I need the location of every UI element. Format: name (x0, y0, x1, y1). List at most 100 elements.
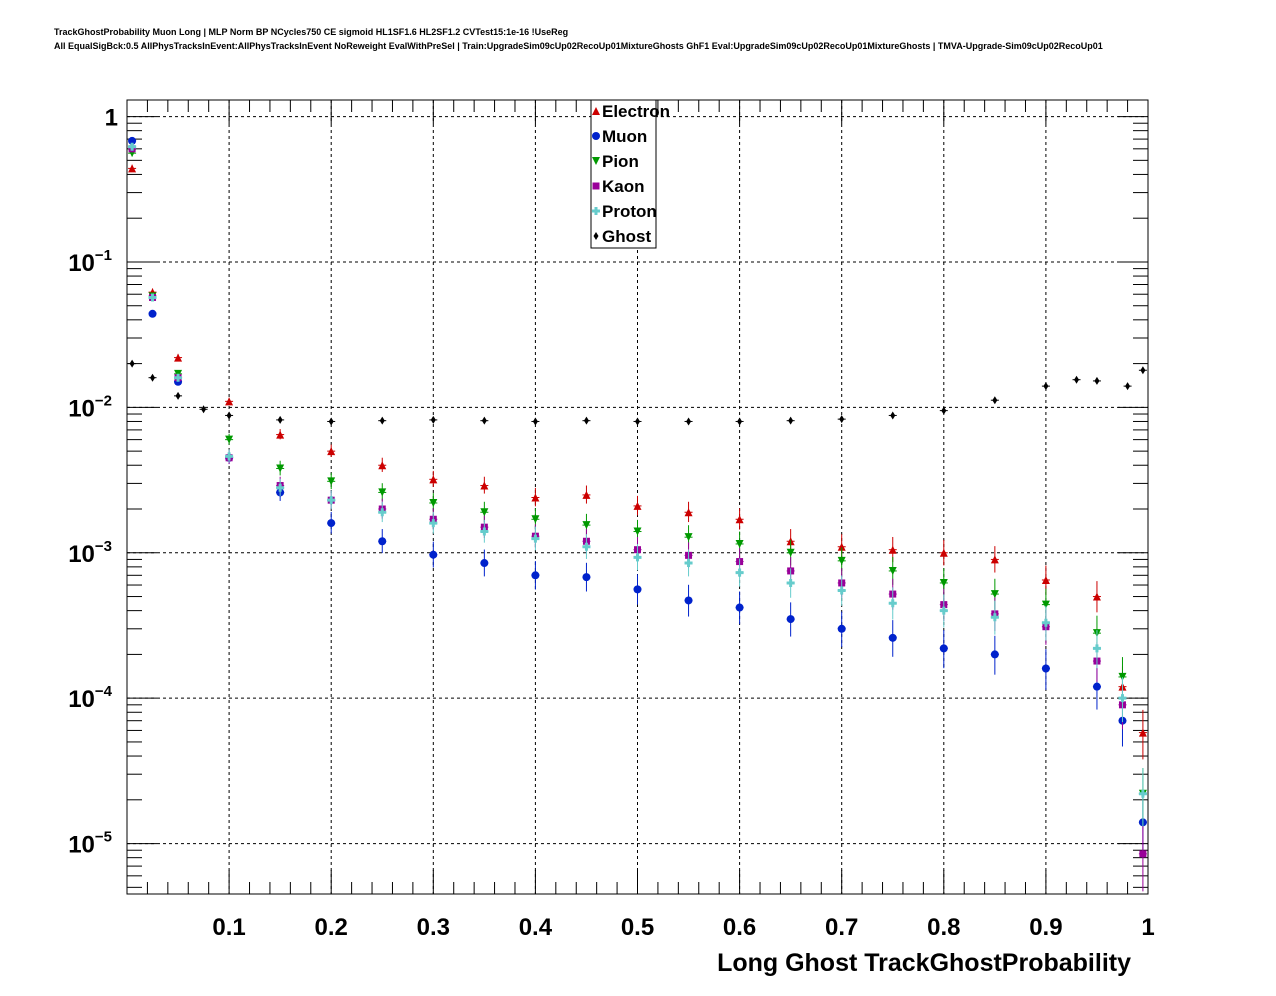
data-point-ghost (992, 396, 998, 405)
x-tick-label: 0.4 (519, 914, 553, 941)
data-point-proton (633, 553, 642, 562)
data-point-proton (582, 542, 591, 551)
data-point-pion (786, 548, 795, 557)
data-point-proton (429, 519, 438, 528)
data-point-proton (225, 452, 234, 461)
data-point-muon (633, 585, 642, 594)
data-point-electron (276, 430, 285, 439)
data-point-electron (888, 545, 897, 554)
data-point-proton (837, 586, 846, 595)
data-point-pion (378, 488, 387, 497)
data-point-ghost (635, 417, 640, 426)
data-point-ghost (175, 391, 181, 400)
data-point-proton (276, 483, 285, 492)
y-tick-label: 10−1 (68, 247, 112, 277)
x-tick-label: 0.8 (927, 914, 960, 941)
legend-marker-pion (592, 157, 600, 165)
data-point-electron (939, 548, 948, 557)
data-point-proton (1118, 694, 1127, 703)
data-points (128, 136, 1147, 892)
series-proton (128, 142, 1147, 827)
series-ghost (128, 359, 1147, 426)
data-point-pion (888, 566, 897, 575)
data-point-ghost (686, 417, 692, 426)
legend-label-electron: Electron (602, 102, 670, 121)
data-point-ghost (201, 405, 207, 414)
data-point-ghost (430, 415, 436, 424)
data-point-pion (531, 515, 540, 524)
data-point-kaon (1139, 850, 1147, 858)
data-point-ghost (1140, 366, 1146, 375)
data-point-proton (1041, 618, 1050, 627)
legend-box (590, 99, 657, 249)
data-point-proton (684, 559, 693, 568)
data-point-pion (735, 539, 744, 548)
data-point-pion (225, 435, 234, 444)
x-axis-title: Long Ghost TrackGhostProbability (717, 949, 1131, 977)
data-point-ghost (129, 359, 135, 368)
data-point-proton (531, 534, 540, 543)
data-point-pion (276, 464, 285, 473)
legend-marker-kaon (592, 182, 600, 190)
data-point-proton (990, 613, 999, 622)
data-point-electron (1092, 592, 1101, 601)
data-point-pion (582, 521, 591, 530)
data-point-muon (1092, 682, 1101, 691)
legend-marker-proton (592, 207, 600, 215)
data-point-proton (888, 599, 897, 608)
data-point-muon (378, 537, 387, 546)
data-point-proton (378, 508, 387, 517)
data-point-electron (837, 542, 846, 551)
data-point-electron (429, 475, 438, 484)
data-point-ghost (737, 417, 743, 426)
chart-title-line-1: TrackGhostProbability Muon Long | MLP No… (54, 27, 569, 37)
y-tick-label: 10−3 (68, 538, 112, 568)
data-point-electron (128, 164, 137, 173)
legend-label-kaon: Kaon (602, 177, 645, 196)
data-point-electron (327, 447, 336, 456)
x-tick-label: 0.7 (825, 914, 858, 941)
data-point-muon (480, 559, 489, 568)
data-point-muon (582, 573, 591, 582)
data-point-proton (1092, 644, 1101, 653)
data-point-proton (174, 373, 183, 382)
data-point-proton (735, 568, 744, 577)
data-point-ghost (226, 411, 232, 420)
data-point-muon (786, 615, 795, 624)
data-point-proton (128, 142, 137, 151)
data-point-pion (684, 533, 693, 542)
data-point-proton (939, 606, 948, 615)
chart-title-line-2: All EqualSigBck:0.5 AllPhysTracksInEvent… (54, 41, 1103, 51)
data-point-electron (582, 490, 591, 499)
data-point-pion (939, 578, 948, 587)
data-point-ghost (1043, 382, 1049, 391)
legend-label-proton: Proton (602, 202, 657, 221)
data-point-muon (531, 571, 540, 580)
y-tick-label: 10−2 (68, 392, 112, 422)
data-point-muon (1041, 664, 1050, 673)
data-point-muon (327, 519, 336, 528)
data-point-muon (128, 136, 137, 145)
x-tick-label: 0.2 (315, 914, 348, 941)
data-point-muon (939, 644, 948, 653)
data-point-ghost (1074, 375, 1080, 384)
data-point-ghost (941, 406, 947, 415)
legend-label-pion: Pion (602, 152, 639, 171)
data-point-pion (837, 556, 846, 565)
y-tick-label: 10−5 (68, 829, 112, 859)
data-point-electron (225, 397, 234, 406)
data-point-electron (990, 555, 999, 564)
data-point-electron (1041, 575, 1050, 584)
x-tick-label: 0.3 (417, 914, 450, 941)
data-point-proton (148, 293, 157, 302)
data-point-pion (1041, 600, 1050, 609)
data-point-ghost (532, 417, 538, 426)
data-point-proton (1138, 789, 1147, 798)
data-point-electron (633, 501, 642, 510)
data-point-pion (990, 590, 999, 599)
data-point-electron (735, 515, 744, 524)
legend-marker-ghost (593, 232, 599, 240)
data-point-proton (480, 527, 489, 536)
data-point-ghost (328, 417, 334, 426)
